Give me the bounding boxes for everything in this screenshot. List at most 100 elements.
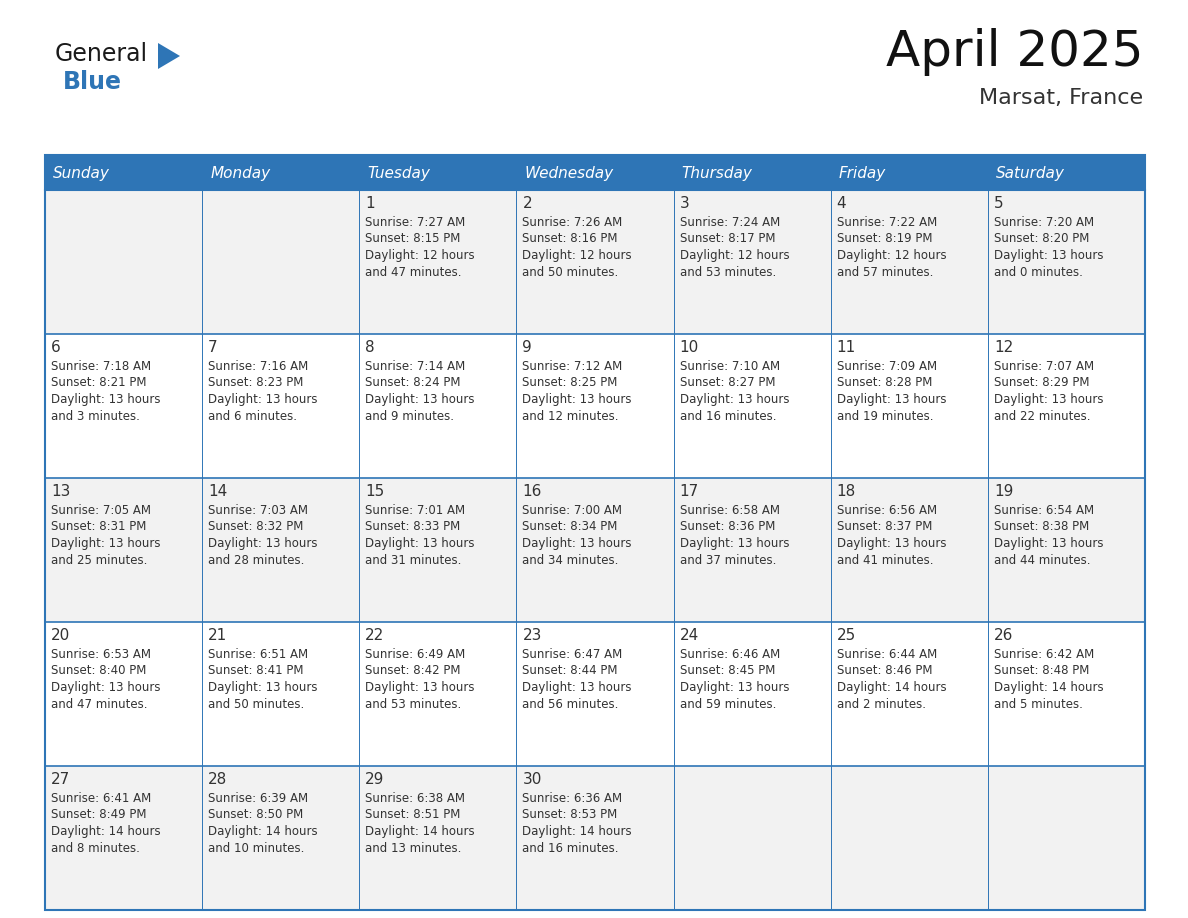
Bar [988,155,1145,190]
Bar [202,622,359,766]
Bar [830,190,988,334]
Bar [202,766,359,910]
Text: Sunrise: 7:00 AM
Sunset: 8:34 PM
Daylight: 13 hours
and 34 minutes.: Sunrise: 7:00 AM Sunset: 8:34 PM Dayligh… [523,504,632,566]
Polygon shape [158,43,181,69]
Text: 28: 28 [208,772,227,787]
Text: April 2025: April 2025 [885,28,1143,76]
Bar [830,334,988,478]
Bar [830,622,988,766]
Text: Sunrise: 6:41 AM
Sunset: 8:49 PM
Daylight: 14 hours
and 8 minutes.: Sunrise: 6:41 AM Sunset: 8:49 PM Dayligh… [51,792,160,855]
Bar [830,478,988,622]
Text: Sunrise: 7:12 AM
Sunset: 8:25 PM
Daylight: 13 hours
and 12 minutes.: Sunrise: 7:12 AM Sunset: 8:25 PM Dayligh… [523,360,632,422]
Bar [517,766,674,910]
Text: Sunrise: 6:44 AM
Sunset: 8:46 PM
Daylight: 14 hours
and 2 minutes.: Sunrise: 6:44 AM Sunset: 8:46 PM Dayligh… [836,648,947,711]
Bar [830,155,988,190]
Text: Sunrise: 6:46 AM
Sunset: 8:45 PM
Daylight: 13 hours
and 59 minutes.: Sunrise: 6:46 AM Sunset: 8:45 PM Dayligh… [680,648,789,711]
Text: General: General [55,42,148,66]
Text: 18: 18 [836,484,857,499]
Text: Sunrise: 7:27 AM
Sunset: 8:15 PM
Daylight: 12 hours
and 47 minutes.: Sunrise: 7:27 AM Sunset: 8:15 PM Dayligh… [365,216,475,278]
Text: Wednesday: Wednesday [524,166,613,181]
Bar [45,622,202,766]
Bar [359,478,517,622]
Bar [45,190,202,334]
Bar [517,334,674,478]
Text: Sunrise: 7:18 AM
Sunset: 8:21 PM
Daylight: 13 hours
and 3 minutes.: Sunrise: 7:18 AM Sunset: 8:21 PM Dayligh… [51,360,160,422]
Text: 13: 13 [51,484,70,499]
Bar [359,155,517,190]
Text: Sunrise: 6:56 AM
Sunset: 8:37 PM
Daylight: 13 hours
and 41 minutes.: Sunrise: 6:56 AM Sunset: 8:37 PM Dayligh… [836,504,946,566]
Bar [45,334,202,478]
Text: Sunrise: 6:36 AM
Sunset: 8:53 PM
Daylight: 14 hours
and 16 minutes.: Sunrise: 6:36 AM Sunset: 8:53 PM Dayligh… [523,792,632,855]
Bar [674,190,830,334]
Text: Sunrise: 7:07 AM
Sunset: 8:29 PM
Daylight: 13 hours
and 22 minutes.: Sunrise: 7:07 AM Sunset: 8:29 PM Dayligh… [994,360,1104,422]
Bar [359,622,517,766]
Text: 15: 15 [365,484,385,499]
Bar [202,334,359,478]
Text: 26: 26 [994,628,1013,643]
Bar [517,155,674,190]
Text: Sunrise: 6:39 AM
Sunset: 8:50 PM
Daylight: 14 hours
and 10 minutes.: Sunrise: 6:39 AM Sunset: 8:50 PM Dayligh… [208,792,317,855]
Text: Sunrise: 7:16 AM
Sunset: 8:23 PM
Daylight: 13 hours
and 6 minutes.: Sunrise: 7:16 AM Sunset: 8:23 PM Dayligh… [208,360,317,422]
Bar [517,478,674,622]
Text: Sunrise: 7:26 AM
Sunset: 8:16 PM
Daylight: 12 hours
and 50 minutes.: Sunrise: 7:26 AM Sunset: 8:16 PM Dayligh… [523,216,632,278]
Bar [674,334,830,478]
Text: Sunrise: 7:05 AM
Sunset: 8:31 PM
Daylight: 13 hours
and 25 minutes.: Sunrise: 7:05 AM Sunset: 8:31 PM Dayligh… [51,504,160,566]
Text: 16: 16 [523,484,542,499]
Bar [830,766,988,910]
Bar [359,190,517,334]
Bar [202,190,359,334]
Text: 23: 23 [523,628,542,643]
Text: Sunrise: 6:54 AM
Sunset: 8:38 PM
Daylight: 13 hours
and 44 minutes.: Sunrise: 6:54 AM Sunset: 8:38 PM Dayligh… [994,504,1104,566]
Bar [988,334,1145,478]
Text: Sunrise: 6:42 AM
Sunset: 8:48 PM
Daylight: 14 hours
and 5 minutes.: Sunrise: 6:42 AM Sunset: 8:48 PM Dayligh… [994,648,1104,711]
Text: 8: 8 [365,340,375,355]
Bar [517,622,674,766]
Text: Sunrise: 6:47 AM
Sunset: 8:44 PM
Daylight: 13 hours
and 56 minutes.: Sunrise: 6:47 AM Sunset: 8:44 PM Dayligh… [523,648,632,711]
Text: 25: 25 [836,628,857,643]
Text: Tuesday: Tuesday [367,166,430,181]
Text: 5: 5 [994,196,1004,211]
Bar [202,478,359,622]
Text: 3: 3 [680,196,689,211]
Text: 14: 14 [208,484,227,499]
Bar [988,766,1145,910]
Text: Sunrise: 6:38 AM
Sunset: 8:51 PM
Daylight: 14 hours
and 13 minutes.: Sunrise: 6:38 AM Sunset: 8:51 PM Dayligh… [365,792,475,855]
Text: Sunrise: 7:22 AM
Sunset: 8:19 PM
Daylight: 12 hours
and 57 minutes.: Sunrise: 7:22 AM Sunset: 8:19 PM Dayligh… [836,216,947,278]
Text: Sunrise: 7:03 AM
Sunset: 8:32 PM
Daylight: 13 hours
and 28 minutes.: Sunrise: 7:03 AM Sunset: 8:32 PM Dayligh… [208,504,317,566]
Bar [45,766,202,910]
Text: Thursday: Thursday [682,166,752,181]
Text: Sunrise: 7:14 AM
Sunset: 8:24 PM
Daylight: 13 hours
and 9 minutes.: Sunrise: 7:14 AM Sunset: 8:24 PM Dayligh… [365,360,475,422]
Text: 30: 30 [523,772,542,787]
Bar [674,622,830,766]
Bar [517,190,674,334]
Text: 2: 2 [523,196,532,211]
Text: Sunrise: 7:09 AM
Sunset: 8:28 PM
Daylight: 13 hours
and 19 minutes.: Sunrise: 7:09 AM Sunset: 8:28 PM Dayligh… [836,360,946,422]
Text: Saturday: Saturday [996,166,1064,181]
Bar [359,766,517,910]
Bar [674,766,830,910]
Bar [988,478,1145,622]
Text: 6: 6 [51,340,61,355]
Text: Sunrise: 7:01 AM
Sunset: 8:33 PM
Daylight: 13 hours
and 31 minutes.: Sunrise: 7:01 AM Sunset: 8:33 PM Dayligh… [365,504,475,566]
Text: Marsat, France: Marsat, France [979,88,1143,108]
Text: 24: 24 [680,628,699,643]
Bar [359,334,517,478]
Text: Sunrise: 7:20 AM
Sunset: 8:20 PM
Daylight: 13 hours
and 0 minutes.: Sunrise: 7:20 AM Sunset: 8:20 PM Dayligh… [994,216,1104,278]
Text: 9: 9 [523,340,532,355]
Text: 22: 22 [365,628,385,643]
Text: 10: 10 [680,340,699,355]
Text: 1: 1 [365,196,375,211]
Text: 17: 17 [680,484,699,499]
Text: Blue: Blue [63,70,122,94]
Text: 11: 11 [836,340,857,355]
Text: Sunrise: 6:58 AM
Sunset: 8:36 PM
Daylight: 13 hours
and 37 minutes.: Sunrise: 6:58 AM Sunset: 8:36 PM Dayligh… [680,504,789,566]
Text: 21: 21 [208,628,227,643]
Text: 20: 20 [51,628,70,643]
Text: Sunday: Sunday [53,166,109,181]
Text: Sunrise: 6:49 AM
Sunset: 8:42 PM
Daylight: 13 hours
and 53 minutes.: Sunrise: 6:49 AM Sunset: 8:42 PM Dayligh… [365,648,475,711]
Text: 27: 27 [51,772,70,787]
Bar [988,190,1145,334]
Text: Sunrise: 7:10 AM
Sunset: 8:27 PM
Daylight: 13 hours
and 16 minutes.: Sunrise: 7:10 AM Sunset: 8:27 PM Dayligh… [680,360,789,422]
Bar [674,155,830,190]
Text: Sunrise: 7:24 AM
Sunset: 8:17 PM
Daylight: 12 hours
and 53 minutes.: Sunrise: 7:24 AM Sunset: 8:17 PM Dayligh… [680,216,789,278]
